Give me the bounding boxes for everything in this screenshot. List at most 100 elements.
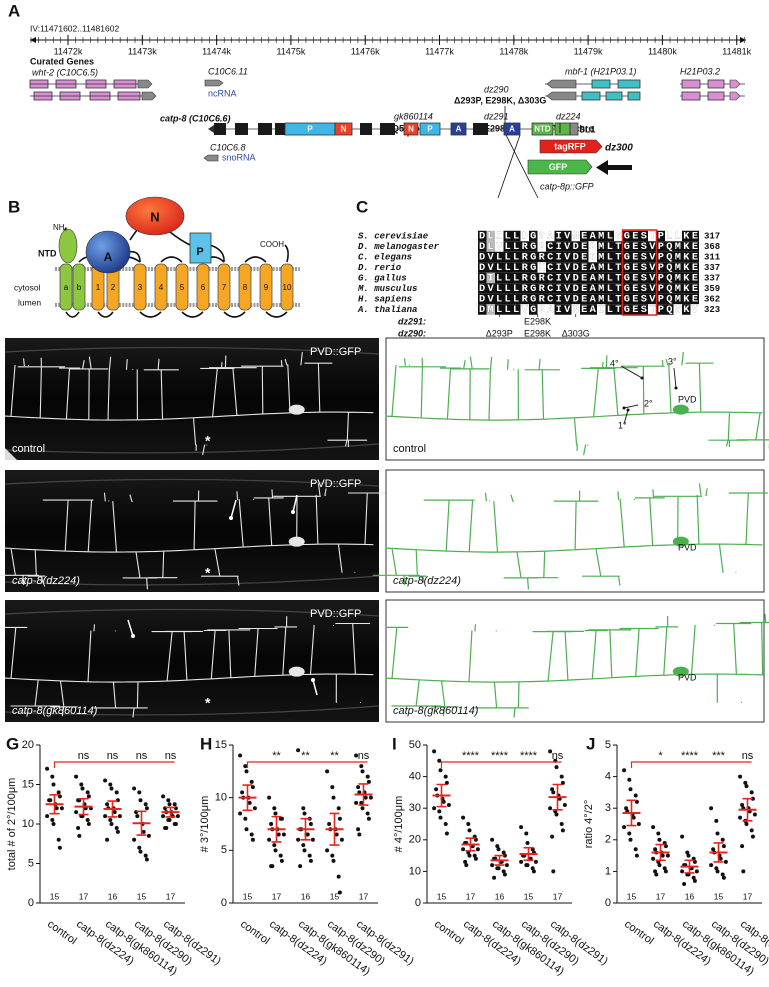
data-point [325, 769, 330, 774]
data-point [146, 833, 151, 838]
exon [235, 123, 248, 135]
helix [280, 263, 294, 311]
residue-shade [605, 262, 614, 273]
comparison-bracket [440, 761, 562, 768]
residue-shade [503, 262, 512, 273]
residue-shade [588, 241, 597, 252]
n-label: 15 [437, 891, 447, 901]
gene-arrow [137, 79, 153, 89]
data-point [276, 832, 281, 837]
data-point [550, 834, 555, 839]
marker-label: PVD::GFP [310, 608, 361, 620]
residue-shade [631, 230, 640, 242]
y-tick-label: 10 [22, 818, 34, 830]
residue-shade [588, 251, 597, 263]
exon [627, 91, 641, 101]
panel-label: G [6, 734, 19, 753]
residue-shade [656, 283, 665, 294]
arrow [230, 499, 237, 519]
residue-shade [520, 251, 529, 263]
residue-shade [656, 272, 665, 284]
residue-shade [665, 272, 674, 284]
mutation: E298K [524, 328, 551, 338]
domain-box [334, 122, 353, 136]
exon [681, 79, 701, 89]
highlight-box [621, 229, 658, 316]
y-tick-label: 0 [415, 897, 421, 909]
y-tick-label: 15 [22, 778, 34, 790]
topology-label: COOH [260, 240, 284, 249]
residue-shade [520, 262, 529, 273]
data-point [308, 822, 313, 826]
residue-shade [588, 293, 597, 305]
y-axis-label: total # of 2°/100μm [6, 778, 18, 871]
data-point [302, 811, 307, 816]
data-point [85, 818, 90, 823]
worm-edge [4, 478, 380, 586]
data-point [86, 822, 91, 826]
residue-shade [682, 293, 691, 305]
residue-shade [639, 262, 648, 273]
data-point [533, 859, 538, 864]
residue-shade [537, 262, 546, 273]
trace-frame [385, 599, 765, 723]
y-tick-label: 15 [215, 739, 227, 751]
helix-label: 8 [243, 283, 248, 292]
data-point [243, 816, 248, 821]
residue-shade [580, 262, 589, 273]
data-point [301, 843, 306, 848]
residue-shade [537, 241, 546, 252]
data-point [279, 858, 284, 863]
topology-label: lumen [18, 297, 41, 307]
residue-shade [622, 251, 631, 263]
residue-shade [673, 283, 682, 294]
helix [238, 263, 252, 311]
data-point [269, 822, 274, 826]
data-point [243, 764, 248, 769]
residue-shade [554, 241, 563, 252]
data-point [143, 802, 148, 807]
branch-order: 2° [644, 398, 653, 408]
helix-label: 7 [222, 283, 227, 292]
data-point [502, 872, 507, 877]
residue-shade [495, 283, 504, 294]
helix [59, 263, 73, 311]
worm-edge [4, 608, 380, 716]
residue-shade [503, 293, 512, 305]
a-domain [85, 230, 131, 274]
data-point [135, 814, 140, 819]
residue-shade [639, 283, 648, 294]
residue-shade [656, 251, 665, 263]
residue-shade [478, 241, 487, 252]
data-point [461, 815, 466, 820]
annotation-arrow [673, 367, 677, 389]
data-point [167, 818, 172, 823]
residue-shade [622, 272, 631, 284]
residue-shade [520, 304, 529, 315]
residue-shade [690, 262, 699, 273]
y-tick-label: 10 [215, 792, 227, 804]
data-point [524, 831, 529, 836]
residue-shade [631, 304, 640, 315]
residue-shade [605, 241, 614, 252]
panel-label: B [8, 197, 20, 216]
residue-shade [588, 272, 597, 284]
data-point [172, 802, 177, 807]
data-point [77, 833, 82, 838]
residue-shade [682, 241, 691, 252]
label: 11478k [499, 46, 528, 56]
data-point [331, 795, 336, 800]
data-point [143, 853, 148, 858]
dendrite [4, 351, 374, 456]
gene-label: gk860114 [394, 111, 433, 121]
y-tick-label: 4 [605, 771, 611, 783]
residue-shade [588, 262, 597, 273]
residue-shade [614, 262, 623, 273]
helix-label: b [77, 283, 82, 292]
residue-shade [648, 262, 657, 273]
arrow-head [626, 408, 630, 412]
data-point [721, 875, 726, 880]
residue-shade [495, 241, 504, 252]
label: 11474k [202, 46, 231, 56]
data-point [267, 795, 272, 800]
